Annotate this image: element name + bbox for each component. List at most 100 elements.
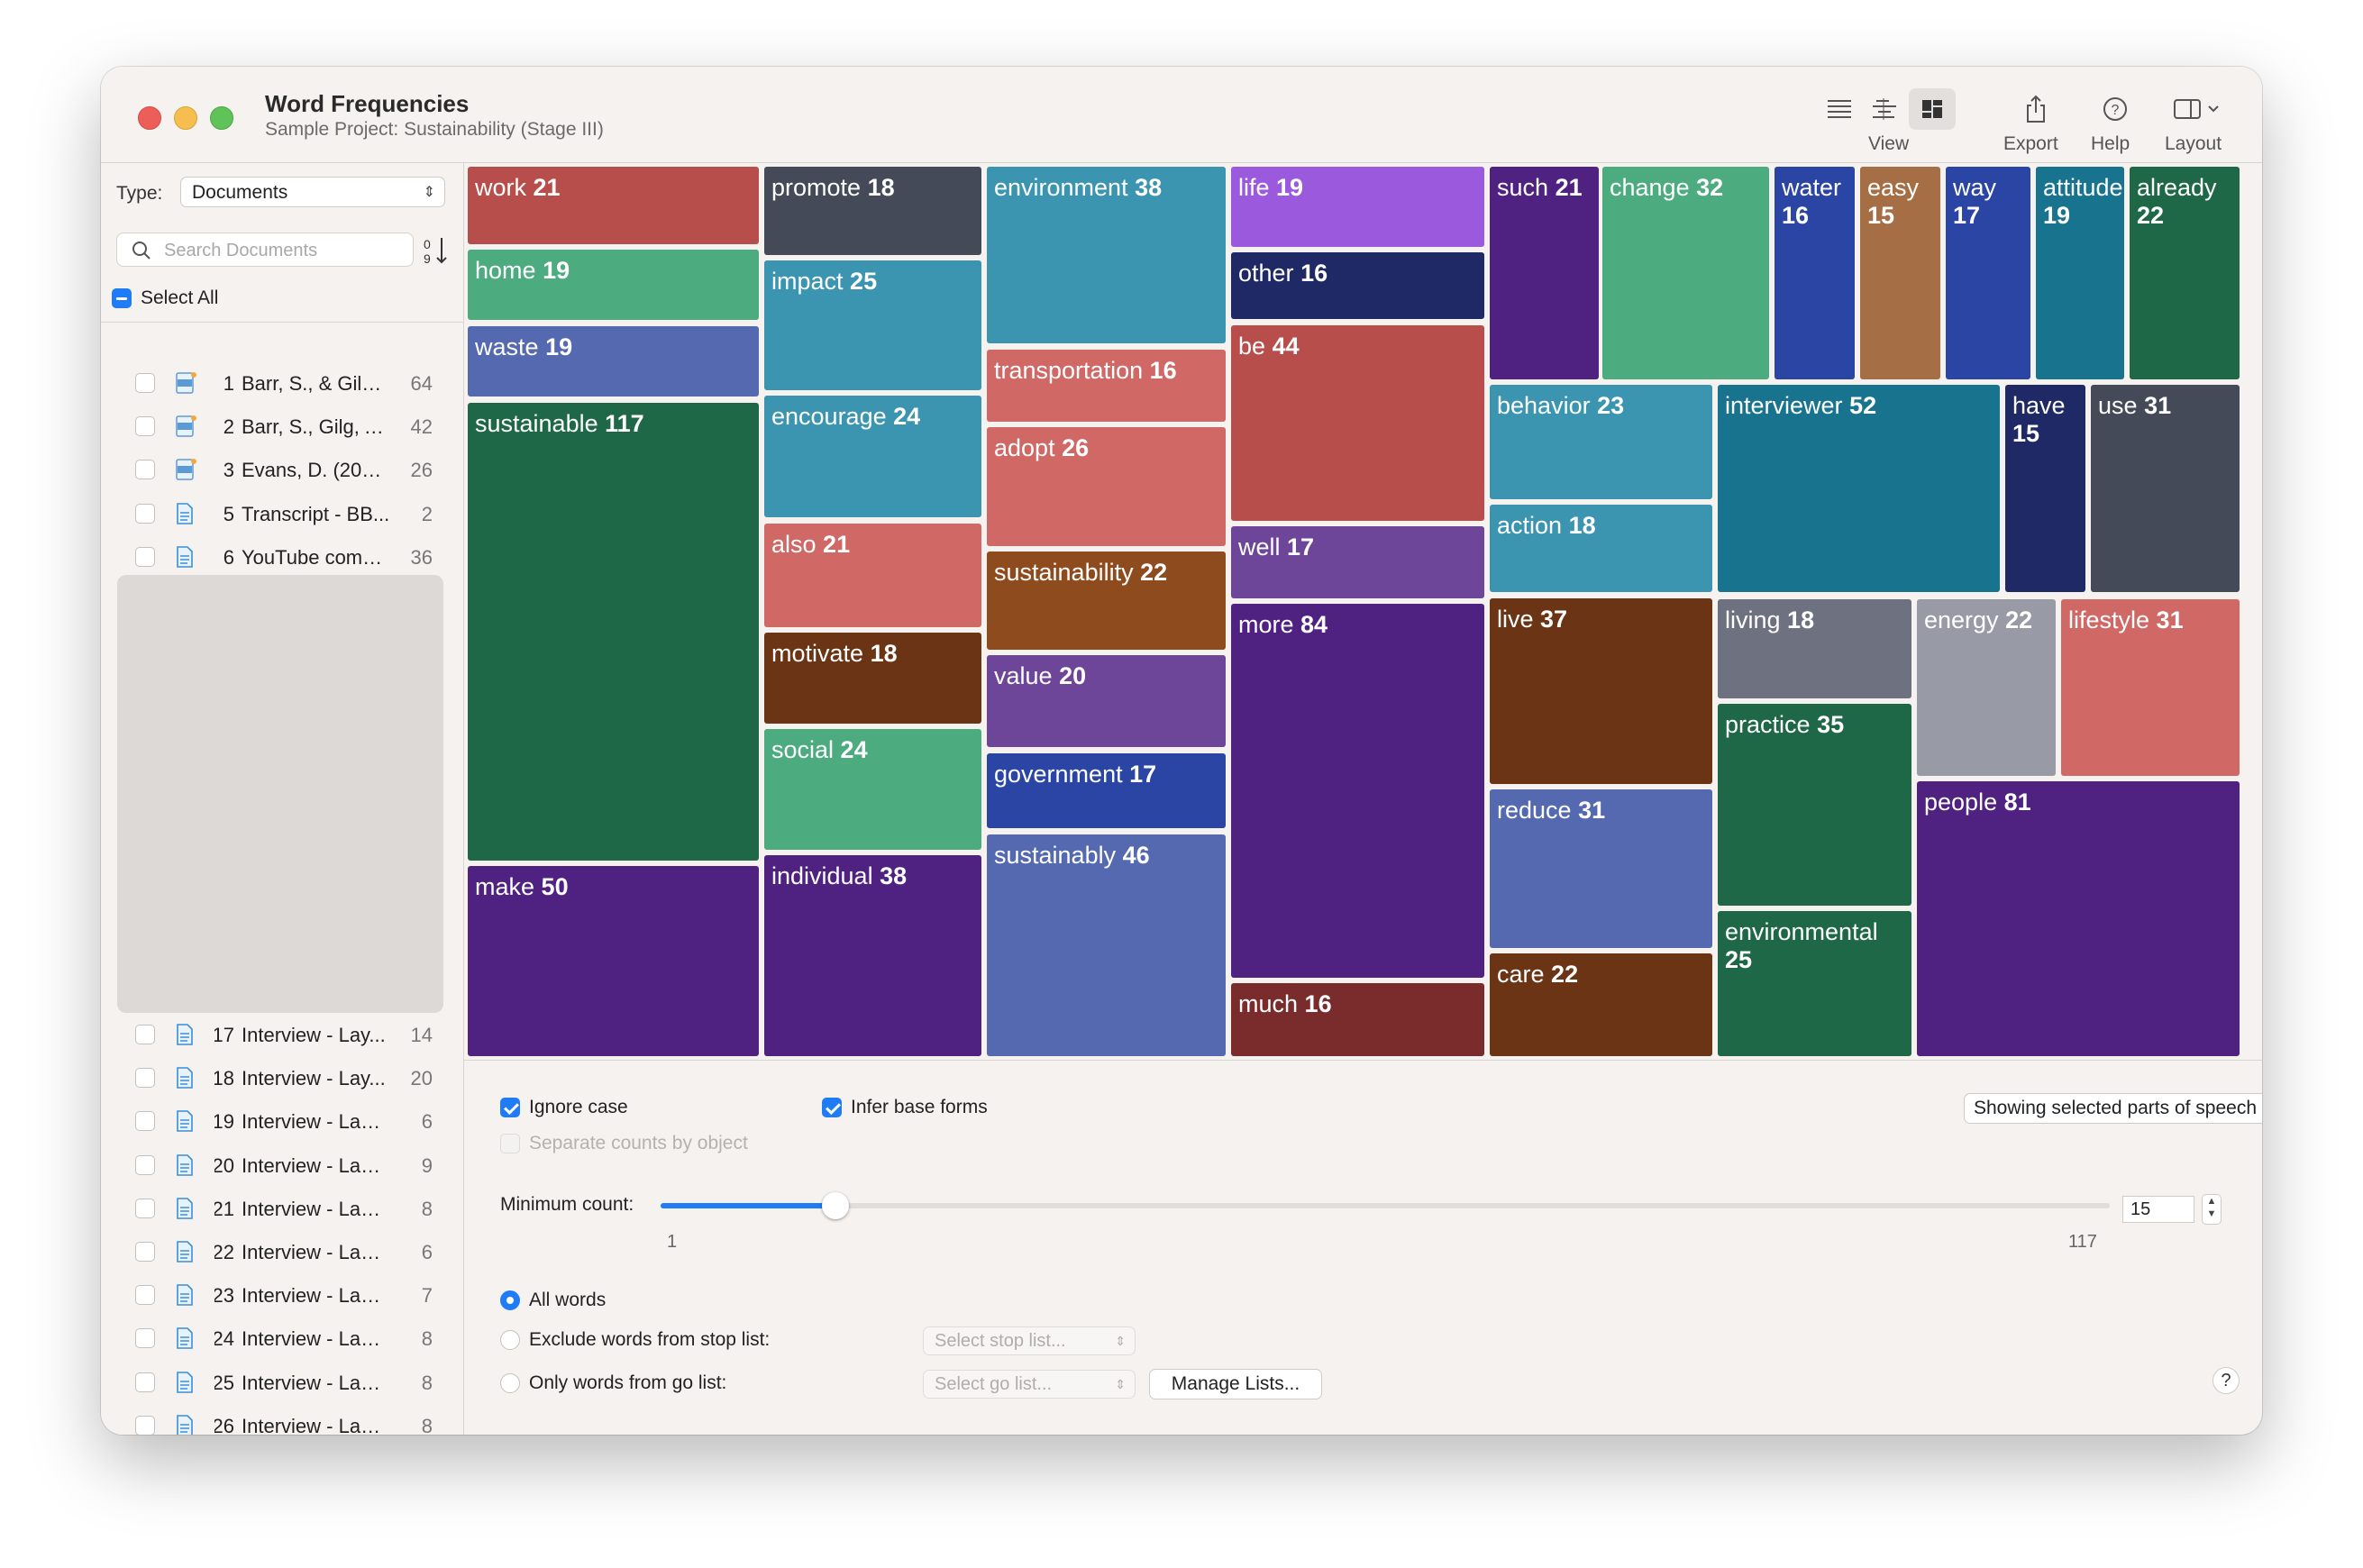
treemap-cell-change[interactable]: change 32 (1602, 167, 1769, 379)
treemap-cell-live[interactable]: live 37 (1490, 598, 1712, 784)
document-row[interactable]: 24 Interview - Layp... 8 (117, 1317, 443, 1360)
export-button[interactable] (2015, 88, 2057, 130)
treemap-cell-make[interactable]: make 50 (468, 866, 759, 1056)
treemap-cell-sustainable[interactable]: sustainable 117 (468, 403, 759, 861)
treemap-cell-attitude[interactable]: attitude 19 (2036, 167, 2124, 379)
treemap-cell-life[interactable]: life 19 (1231, 167, 1484, 247)
document-checkbox[interactable] (135, 1111, 155, 1132)
select-all[interactable]: Select All (112, 287, 218, 309)
document-row[interactable]: 6 YouTube comm... 36 (117, 535, 443, 579)
search-input[interactable] (162, 237, 400, 264)
only-go-list-option[interactable]: Only words from go list: (500, 1372, 726, 1394)
exclude-stop-list-radio[interactable] (500, 1330, 520, 1350)
document-checkbox[interactable] (135, 1068, 155, 1089)
document-row[interactable]: 18 Interview - Lay... 20 (117, 1056, 443, 1099)
treemap-cell-practice[interactable]: practice 35 (1718, 704, 1911, 906)
document-checkbox[interactable] (135, 503, 155, 524)
treemap-cell-water[interactable]: water 16 (1775, 167, 1855, 379)
treemap-cell-environmental[interactable]: environmental 25 (1718, 911, 1911, 1056)
treemap-cell-well[interactable]: well 17 (1231, 526, 1484, 598)
document-checkbox[interactable] (135, 1285, 155, 1306)
type-select[interactable]: Documents ⇕ (180, 177, 445, 207)
document-row[interactable]: 19 Interview - Layp... 6 (117, 1099, 443, 1143)
document-row[interactable]: 17 Interview - Lay... 14 (117, 1013, 443, 1056)
treemap-cell-transportation[interactable]: transportation 16 (987, 350, 1226, 422)
treemap-cell-impact[interactable]: impact 25 (764, 260, 981, 390)
close-window-button[interactable] (138, 106, 161, 130)
help-icon[interactable]: ? (2212, 1367, 2240, 1394)
treemap-cell-action[interactable]: action 18 (1490, 505, 1712, 592)
document-checkbox[interactable] (135, 1198, 155, 1218)
document-checkbox[interactable] (135, 1415, 155, 1435)
treemap-cell-already[interactable]: already 22 (2130, 167, 2240, 379)
treemap-cell-government[interactable]: government 17 (987, 753, 1226, 828)
treemap-cell-be[interactable]: be 44 (1231, 325, 1484, 521)
layout-button[interactable] (2165, 88, 2228, 130)
treemap-cell-also[interactable]: also 21 (764, 524, 981, 627)
treemap-cell-sustainability[interactable]: sustainability 22 (987, 552, 1226, 650)
minimum-count-stepper[interactable]: ▲ ▼ (2202, 1194, 2222, 1225)
document-checkbox[interactable] (135, 1025, 155, 1044)
bar-view-button[interactable] (1864, 88, 1905, 130)
treemap-cell-motivate[interactable]: motivate 18 (764, 633, 981, 724)
all-words-radio[interactable] (500, 1290, 520, 1310)
document-row[interactable]: 1 Barr, S., & Gilg,... 64 (117, 361, 443, 405)
zoom-window-button[interactable] (210, 106, 233, 130)
treemap-cell-behavior[interactable]: behavior 23 (1490, 385, 1712, 499)
treemap-cell-adopt[interactable]: adopt 26 (987, 427, 1226, 546)
treemap-cell-lifestyle[interactable]: lifestyle 31 (2061, 599, 2240, 776)
treemap-cell-other[interactable]: other 16 (1231, 252, 1484, 319)
document-row[interactable]: 5 Transcript - BB... 2 (117, 492, 443, 535)
document-row[interactable]: 2 Barr, S., Gilg, A... 42 (117, 405, 443, 448)
ignore-case-option[interactable]: Ignore case (500, 1097, 628, 1118)
document-checkbox[interactable] (135, 1242, 155, 1262)
treemap-cell-have[interactable]: have 15 (2005, 385, 2085, 592)
document-row[interactable]: 3 Evans, D. (2011... 26 (117, 448, 443, 491)
treemap-cell-much[interactable]: much 16 (1231, 983, 1484, 1056)
treemap-cell-way[interactable]: way 17 (1946, 167, 2030, 379)
treemap-cell-interviewer[interactable]: interviewer 52 (1718, 385, 2000, 592)
all-words-option[interactable]: All words (500, 1290, 606, 1311)
minimum-count-field[interactable]: 15 (2122, 1196, 2194, 1223)
document-row[interactable]: 22 Interview - Layp... 6 (117, 1230, 443, 1273)
treemap-cell-use[interactable]: use 31 (2091, 385, 2240, 592)
treemap-cell-energy[interactable]: energy 22 (1917, 599, 2056, 776)
minimize-window-button[interactable] (174, 106, 197, 130)
treemap-cell-more[interactable]: more 84 (1231, 604, 1484, 978)
treemap-cell-environment[interactable]: environment 38 (987, 167, 1226, 343)
minimum-count-slider-knob[interactable] (822, 1192, 850, 1219)
treemap-cell-individual[interactable]: individual 38 (764, 855, 981, 1056)
document-checkbox[interactable] (135, 460, 155, 480)
treemap-cell-encourage[interactable]: encourage 24 (764, 396, 981, 517)
search-field[interactable] (116, 232, 414, 267)
infer-base-forms-checkbox[interactable] (822, 1098, 842, 1117)
document-checkbox[interactable] (135, 1372, 155, 1392)
treemap-cell-reduce[interactable]: reduce 31 (1490, 789, 1712, 948)
document-checkbox[interactable] (135, 1328, 155, 1349)
treemap-view-button[interactable] (1909, 88, 1956, 130)
treemap-cell-promote[interactable]: promote 18 (764, 167, 981, 255)
treemap-cell-sustainably[interactable]: sustainably 46 (987, 834, 1226, 1056)
parts-of-speech-popup[interactable]: Showing selected parts of speech (1964, 1093, 2262, 1124)
infer-base-forms-option[interactable]: Infer base forms (822, 1097, 988, 1118)
only-go-list-radio[interactable] (500, 1373, 520, 1393)
minimum-count-slider-track[interactable] (661, 1203, 2110, 1208)
exclude-stop-list-option[interactable]: Exclude words from stop list: (500, 1329, 770, 1351)
treemap-cell-living[interactable]: living 18 (1718, 599, 1911, 698)
document-checkbox[interactable] (135, 416, 155, 437)
document-row[interactable]: 26 Interview - Layp... 8 (117, 1404, 443, 1435)
document-row[interactable]: 25 Interview - Layp... 8 (117, 1361, 443, 1404)
document-row[interactable]: 20 Interview - Layp... 9 (117, 1144, 443, 1187)
treemap-cell-value[interactable]: value 20 (987, 655, 1226, 747)
document-row[interactable]: 21 Interview - Layp... 8 (117, 1187, 443, 1230)
treemap-cell-care[interactable]: care 22 (1490, 953, 1712, 1056)
treemap-cell-work[interactable]: work 21 (468, 167, 759, 244)
treemap-cell-such[interactable]: such 21 (1490, 167, 1599, 379)
ignore-case-checkbox[interactable] (500, 1098, 520, 1117)
treemap-cell-waste[interactable]: waste 19 (468, 326, 759, 397)
treemap-cell-people[interactable]: people 81 (1917, 781, 2240, 1056)
document-row[interactable]: 23 Interview - Layp... 7 (117, 1273, 443, 1317)
list-view-button[interactable] (1819, 88, 1860, 130)
document-checkbox[interactable] (135, 373, 155, 393)
